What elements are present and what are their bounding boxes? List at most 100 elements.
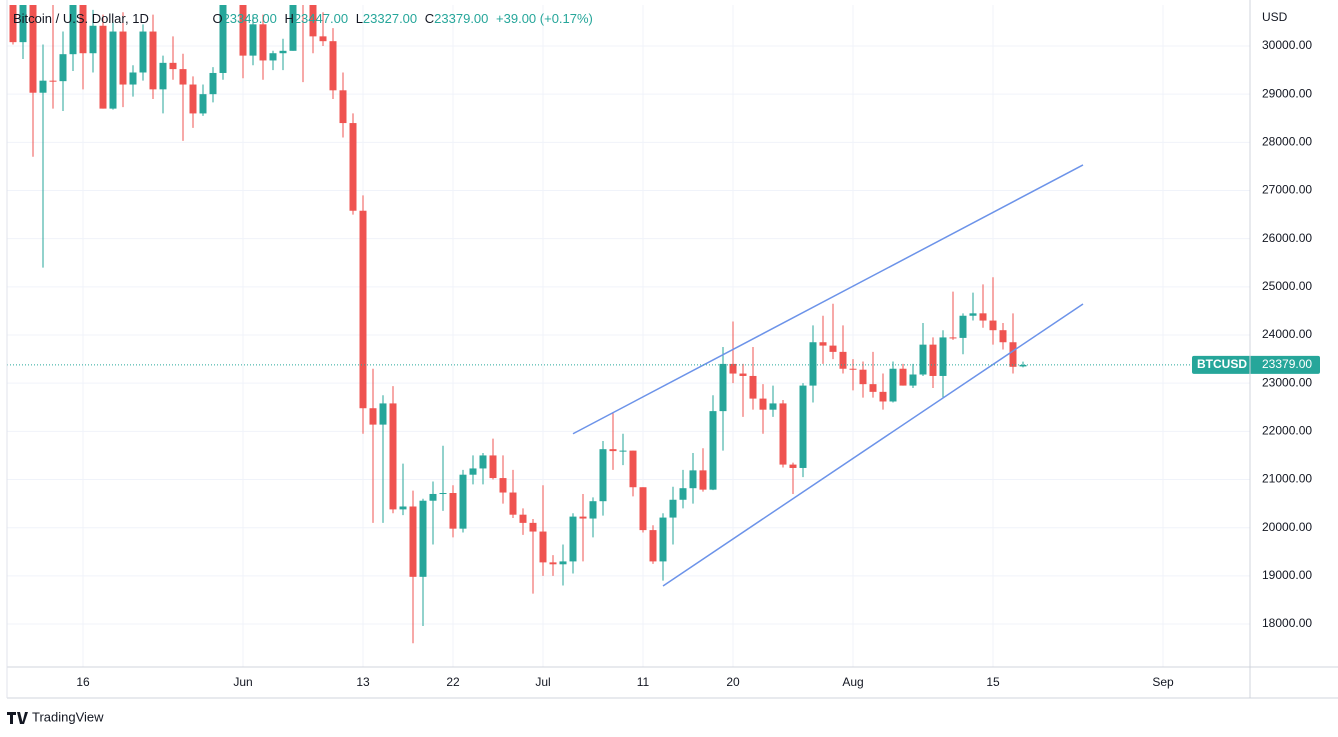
x-tick-label: Aug bbox=[842, 675, 863, 689]
candle-body bbox=[619, 450, 627, 452]
candle-body bbox=[379, 403, 387, 425]
x-tick-label: 20 bbox=[726, 675, 740, 689]
candle-body bbox=[179, 69, 187, 85]
candle-body bbox=[359, 210, 367, 409]
candle-body bbox=[439, 493, 447, 495]
y-tick-label: 25000.00 bbox=[1262, 279, 1312, 293]
candle-body bbox=[769, 403, 777, 410]
candle-body bbox=[49, 80, 57, 82]
candle-body bbox=[549, 562, 557, 565]
candle-body bbox=[149, 31, 157, 90]
candle-body bbox=[319, 36, 327, 42]
candle-body bbox=[899, 368, 907, 386]
candle-body bbox=[129, 72, 137, 85]
candle-body bbox=[69, 5, 77, 55]
candle-body bbox=[459, 474, 467, 529]
candle-body bbox=[969, 313, 977, 316]
candle-body bbox=[739, 373, 747, 376]
candle-body bbox=[329, 41, 337, 91]
candle-body bbox=[139, 31, 147, 73]
x-tick-label: 15 bbox=[986, 675, 1000, 689]
y-tick-label: 23000.00 bbox=[1262, 375, 1312, 389]
x-tick-label: 11 bbox=[637, 675, 650, 689]
candle-body bbox=[169, 62, 177, 70]
candle-body bbox=[869, 384, 877, 392]
x-tick-label: Jun bbox=[233, 675, 252, 689]
candle-body bbox=[489, 455, 497, 479]
candle-body bbox=[429, 493, 437, 501]
y-tick-label: 28000.00 bbox=[1262, 135, 1312, 149]
last-price-symbol: BTCUSD bbox=[1197, 357, 1247, 371]
candle-body bbox=[99, 25, 107, 109]
candle-body bbox=[1009, 342, 1017, 367]
candle-body bbox=[919, 344, 927, 375]
candle-body bbox=[849, 368, 857, 370]
candle-body bbox=[349, 123, 357, 211]
last-price-box bbox=[1192, 355, 1320, 374]
candle-body bbox=[289, 5, 297, 51]
candle-body bbox=[539, 531, 547, 563]
change: +39.00 (+0.17%) bbox=[496, 11, 593, 26]
candle-body bbox=[889, 368, 897, 402]
ohlc-value: 23447.00 bbox=[294, 11, 348, 26]
candle-body bbox=[909, 374, 917, 386]
candle-body bbox=[259, 24, 267, 61]
candle-body bbox=[719, 363, 727, 412]
candle-body bbox=[19, 5, 27, 43]
candle-body bbox=[499, 478, 507, 493]
candle-body bbox=[949, 337, 957, 339]
y-tick-label: 21000.00 bbox=[1262, 472, 1312, 486]
logo-icon bbox=[7, 712, 28, 724]
y-tick-label: 26000.00 bbox=[1262, 231, 1312, 245]
candle-body bbox=[39, 80, 47, 93]
y-tick-label: 18000.00 bbox=[1262, 616, 1312, 630]
x-tick-label: 13 bbox=[356, 675, 370, 689]
candle-body bbox=[779, 403, 787, 465]
candle-body bbox=[829, 345, 837, 352]
x-tick-label: Sep bbox=[1152, 675, 1174, 689]
candle-body bbox=[399, 506, 407, 510]
candle-body bbox=[729, 363, 737, 374]
candle-body bbox=[979, 313, 987, 321]
candle-body bbox=[419, 500, 427, 577]
candle-body bbox=[219, 5, 227, 73]
candle-body bbox=[599, 449, 607, 502]
candle-body bbox=[309, 5, 317, 37]
candle-body bbox=[239, 5, 247, 56]
candle-body bbox=[639, 487, 647, 531]
candle-body bbox=[939, 337, 947, 376]
candle-body bbox=[819, 342, 827, 346]
candle-body bbox=[59, 54, 67, 82]
ohlc-value: 23379.00 bbox=[434, 11, 488, 26]
y-tick-label: 22000.00 bbox=[1262, 424, 1312, 438]
candle-body bbox=[449, 493, 457, 529]
y-tick-label: 24000.00 bbox=[1262, 327, 1312, 341]
y-tick-label: 20000.00 bbox=[1262, 520, 1312, 534]
candle-body bbox=[959, 315, 967, 338]
legend: Bitcoin / U.S. Dollar, 1D O23348.00 H234… bbox=[13, 11, 593, 26]
ohlc-value: 23327.00 bbox=[363, 11, 417, 26]
overlay: 18000.00 19000.00 20000.00 21000.00 22000.00… bbox=[7, 38, 1320, 689]
candle-body bbox=[469, 468, 477, 475]
y-tick-label: 29000.00 bbox=[1262, 86, 1312, 100]
candle-body bbox=[709, 411, 717, 490]
candle-body bbox=[199, 94, 207, 114]
candle-body bbox=[629, 450, 637, 488]
candle-body bbox=[1019, 364, 1027, 367]
candle-body bbox=[789, 464, 797, 468]
candle-body bbox=[119, 31, 127, 85]
y-tick-label: 27000.00 bbox=[1262, 183, 1312, 197]
candle-body bbox=[579, 516, 587, 519]
candle-body bbox=[589, 501, 597, 519]
candle-body bbox=[409, 506, 417, 577]
candle-body bbox=[209, 72, 217, 95]
candle-body bbox=[279, 50, 287, 54]
candle-body bbox=[669, 499, 677, 518]
candle-body bbox=[679, 488, 687, 500]
ohlc-value: 23348.00 bbox=[223, 11, 277, 26]
x-tick-label: 22 bbox=[446, 675, 460, 689]
candle-body bbox=[369, 408, 377, 425]
candle-body bbox=[389, 403, 397, 510]
y-tick-label: 30000.00 bbox=[1262, 38, 1312, 52]
